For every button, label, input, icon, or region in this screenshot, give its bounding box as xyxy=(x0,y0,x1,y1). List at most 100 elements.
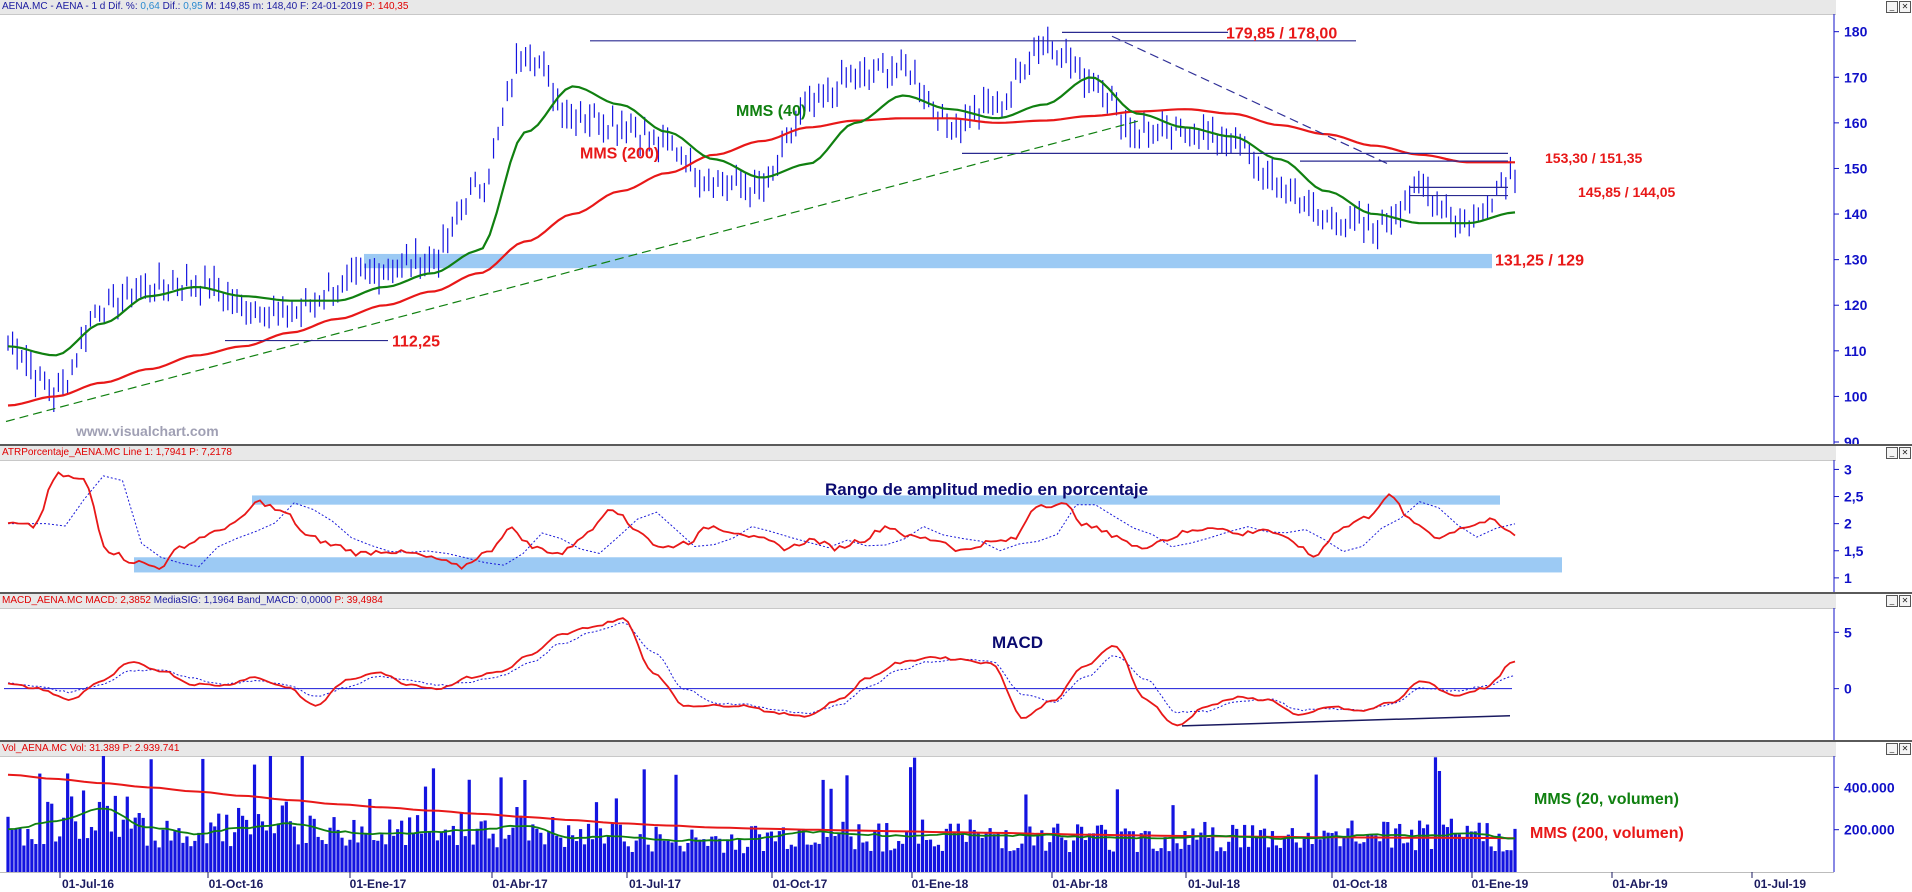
time-tick-label: 01-Jul-19 xyxy=(1754,877,1806,891)
volume-bar xyxy=(1314,774,1318,872)
volume-bar xyxy=(622,841,626,872)
volume-bar xyxy=(1099,824,1104,872)
volume-bar xyxy=(813,842,817,872)
volume-bar xyxy=(630,851,634,872)
volume-bar xyxy=(62,817,66,872)
volume-bar xyxy=(817,843,821,872)
volume-bar xyxy=(423,786,428,872)
volume-bar xyxy=(1497,833,1501,872)
volume-bar xyxy=(678,845,682,872)
volume-bar xyxy=(467,779,471,872)
volume-bar xyxy=(889,850,893,872)
volume-bar xyxy=(324,843,328,872)
support-band xyxy=(364,253,1492,269)
minimize-icon[interactable]: _ xyxy=(1886,447,1898,459)
volume-bar xyxy=(1258,830,1263,872)
volume-bar xyxy=(551,817,555,872)
minimize-icon[interactable]: _ xyxy=(1886,743,1898,755)
volume-bar xyxy=(646,844,650,872)
volume-bar xyxy=(745,846,750,872)
volume-bar xyxy=(686,842,690,872)
volume-bar xyxy=(638,834,642,872)
dif-pct-value: 0,64 xyxy=(140,1,160,12)
volume-bar xyxy=(328,827,332,872)
volume-bar xyxy=(1461,837,1465,872)
close-icon[interactable]: ✕ xyxy=(1899,595,1911,607)
volume-bar xyxy=(809,844,813,872)
volume-bar xyxy=(1231,824,1235,872)
price-symbol: AENA.MC - AENA - 1 d xyxy=(2,1,106,12)
volume-bar xyxy=(229,846,233,872)
price-chart: 90 100 110 120 130 140 150 160 170 180 179,85 / 17… xyxy=(5,14,1868,444)
volume-bar xyxy=(499,777,503,872)
volume-bar xyxy=(431,768,436,872)
price-panel: AENA.MC - AENA - 1 d Dif. %: 0,64 Dif.: … xyxy=(0,0,1912,444)
resistance-trendline xyxy=(1111,35,1389,165)
volume-bar xyxy=(344,845,348,872)
volume-bar xyxy=(380,834,384,872)
volume-bar xyxy=(1056,823,1060,872)
volume-bar xyxy=(459,813,463,872)
volume-bar xyxy=(1060,837,1064,872)
minimize-icon[interactable]: _ xyxy=(1886,595,1898,607)
min-value: 148,40 xyxy=(266,1,298,12)
close-icon[interactable]: ✕ xyxy=(1899,1,1911,13)
volume-bar xyxy=(710,836,714,872)
volume-bar xyxy=(1453,834,1457,872)
volume-bar xyxy=(264,830,269,872)
volume-bar xyxy=(1473,831,1477,872)
volume-bar xyxy=(1310,844,1314,872)
level-145-label: 145,85 / 144,05 xyxy=(1578,184,1676,200)
volume-bar xyxy=(1294,842,1298,872)
volume-bar xyxy=(897,841,901,872)
macd-symbol: MACD_AENA.MC xyxy=(2,595,83,606)
volume-bar xyxy=(1410,829,1414,872)
volume-bar xyxy=(586,823,591,872)
volume-bar xyxy=(316,836,320,872)
volume-bar xyxy=(217,813,221,872)
time-tick-label: 01-Abr-19 xyxy=(1612,877,1668,891)
level-112-label: 112,25 xyxy=(392,334,440,351)
volume-bar xyxy=(1302,838,1306,872)
volume-bar xyxy=(97,801,102,872)
volume-bar xyxy=(252,764,257,872)
volume-bar xyxy=(726,839,730,872)
volume-bar xyxy=(968,819,972,872)
support-trendline xyxy=(5,120,1141,423)
close-icon[interactable]: ✕ xyxy=(1899,743,1911,755)
volume-bar xyxy=(1417,820,1422,872)
volume-bar xyxy=(853,849,857,872)
volume-bar xyxy=(332,817,336,872)
volume-bar xyxy=(833,836,837,872)
volume-bar xyxy=(1163,837,1167,872)
volume-bar xyxy=(1028,826,1032,872)
atr-tick-label: 1,5 xyxy=(1844,543,1864,559)
volume-bar xyxy=(1223,851,1227,872)
volume-bar xyxy=(682,851,686,872)
volume-bar xyxy=(1123,828,1127,872)
volume-bar xyxy=(936,844,941,872)
volume-bar xyxy=(1270,831,1275,872)
volume-bar xyxy=(1469,831,1473,872)
volume-panel: Vol_AENA.MC Vol: 31.389 P: 2.939.741 _ ✕… xyxy=(0,742,1912,872)
volume-bar xyxy=(85,838,90,872)
volume-bar xyxy=(865,841,869,872)
volume-bar xyxy=(642,769,646,872)
volume-bar xyxy=(1155,851,1159,872)
mms200-line xyxy=(7,108,1515,407)
minimize-icon[interactable]: _ xyxy=(1886,1,1898,13)
volume-bar xyxy=(1235,828,1239,872)
volume-bar xyxy=(149,759,153,872)
volume-bar xyxy=(1402,843,1406,872)
volume-bar xyxy=(1465,825,1469,872)
volume-bar xyxy=(702,839,706,872)
volume-bar xyxy=(1437,770,1442,872)
volume-bar xyxy=(714,836,718,872)
volume-bar xyxy=(555,835,559,872)
close-icon[interactable]: ✕ xyxy=(1899,447,1911,459)
macd-signal-value: 1,1964 xyxy=(203,595,235,606)
level-153-label: 153,30 / 151,35 xyxy=(1545,150,1643,166)
volume-bar xyxy=(181,842,185,872)
volume-bar xyxy=(117,836,121,872)
volume-bar xyxy=(670,842,674,872)
